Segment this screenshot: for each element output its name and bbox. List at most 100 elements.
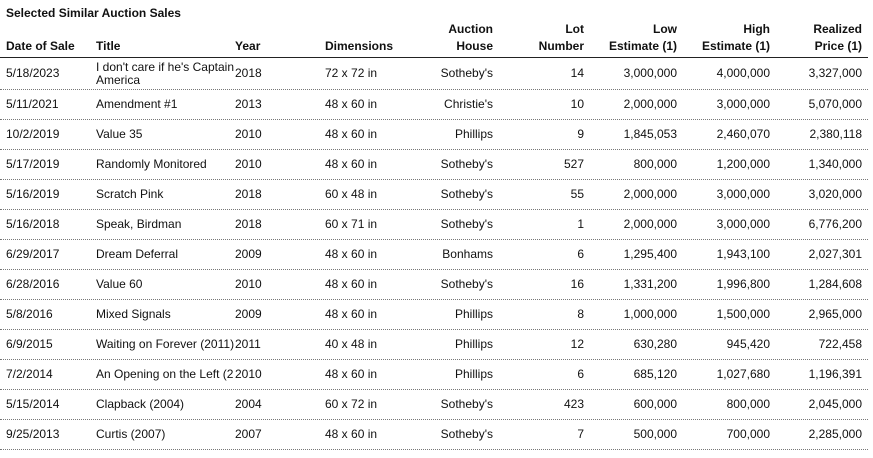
cell-high-estimate: 1,027,680 — [716, 368, 770, 381]
cell-auction-house: Sotheby's — [440, 278, 493, 291]
cell-low-estimate: 2,000,000 — [623, 188, 677, 201]
cell-auction-house: Sotheby's — [440, 428, 493, 441]
cell-title: Waiting on Forever (2011) — [96, 338, 235, 351]
table-row: 7/2/2014 An Opening on the Left (2 2010 48 … — [0, 360, 868, 390]
table-body: 5/18/2023 I don't care if he's Captain Am… — [0, 58, 868, 450]
cell-year: 2007 — [235, 428, 262, 441]
table-row: 5/8/2016 Mixed Signals 2009 48 x 60 in Phill… — [0, 300, 868, 330]
cell-realized-price: 2,965,000 — [808, 308, 862, 321]
cell-lot-number: 9 — [577, 128, 584, 141]
cell-dimensions: 48 x 60 in — [325, 158, 378, 171]
cell-title: An Opening on the Left (2 — [96, 368, 234, 381]
cell-realized-price: 2,285,000 — [808, 428, 862, 441]
cell-low-estimate: 1,331,200 — [623, 278, 677, 291]
cell-high-estimate: 3,000,000 — [716, 188, 770, 201]
table-row: 6/29/2017 Dream Deferral 2009 48 x 60 in Bon… — [0, 240, 868, 270]
cell-auction-house: Phillips — [454, 338, 493, 351]
cell-dimensions: 60 x 72 in — [325, 398, 378, 411]
cell-title: Value 35 — [96, 128, 143, 141]
cell-lot-number: 6 — [577, 368, 584, 381]
cell-title: Clapback (2004) — [96, 398, 185, 411]
cell-date: 5/8/2016 — [6, 308, 53, 321]
cell-year: 2010 — [235, 368, 262, 381]
table-row: 5/16/2018 Speak, Birdman 2018 60 x 71 in Sot… — [0, 210, 868, 240]
cell-realized-price: 6,776,200 — [808, 218, 862, 231]
cell-year: 2004 — [235, 398, 262, 411]
cell-lot-number: 55 — [570, 188, 584, 201]
cell-title: Dream Deferral — [96, 248, 179, 261]
cell-low-estimate: 2,000,000 — [623, 98, 677, 111]
cell-date: 5/18/2023 — [6, 67, 60, 80]
cell-date: 5/15/2014 — [6, 398, 60, 411]
cell-title: Curtis (2007) — [96, 428, 166, 441]
cell-auction-house: Phillips — [454, 368, 493, 381]
cell-title: Mixed Signals — [96, 308, 171, 321]
cell-year: 2009 — [235, 308, 262, 321]
cell-year: 2010 — [235, 128, 262, 141]
cell-dimensions: 48 x 60 in — [325, 98, 378, 111]
table-row: 6/9/2015 Waiting on Forever (2011) 2011 40 … — [0, 330, 868, 360]
cell-dimensions: 72 x 72 in — [325, 67, 378, 80]
cell-high-estimate: 3,000,000 — [716, 98, 770, 111]
auction-sales-table: Date of Sale Title Year Dimensions Aucti… — [0, 21, 868, 450]
cell-dimensions: 48 x 60 in — [325, 248, 378, 261]
cell-title: I don't care if he's Captain America — [96, 60, 234, 87]
cell-lot-number: 16 — [570, 278, 584, 291]
header-realized-price: Realized Price (1) — [770, 21, 862, 57]
cell-auction-house: Sotheby's — [440, 398, 493, 411]
header-low-estimate: Low Estimate (1) — [584, 21, 677, 57]
cell-dimensions: 40 x 48 in — [325, 338, 378, 351]
cell-title: Amendment #1 — [96, 98, 178, 111]
cell-dimensions: 48 x 60 in — [325, 368, 378, 381]
cell-realized-price: 5,070,000 — [808, 98, 862, 111]
cell-lot-number: 527 — [563, 158, 584, 171]
cell-realized-price: 2,027,301 — [808, 248, 862, 261]
header-line: House — [456, 39, 493, 53]
cell-high-estimate: 800,000 — [726, 398, 770, 411]
cell-date: 6/29/2017 — [6, 248, 60, 261]
cell-date: 10/2/2019 — [6, 128, 60, 141]
cell-lot-number: 10 — [570, 98, 584, 111]
header-line: Price (1) — [814, 39, 862, 53]
header-line: Number — [538, 39, 584, 53]
table-row: 5/17/2019 Randomly Monitored 2010 48 x 60 i… — [0, 150, 868, 180]
table-title: Selected Similar Auction Sales — [6, 6, 181, 20]
cell-year: 2010 — [235, 158, 262, 171]
cell-year: 2018 — [235, 67, 262, 80]
cell-low-estimate: 1,000,000 — [623, 308, 677, 321]
cell-low-estimate: 500,000 — [633, 428, 677, 441]
cell-date: 7/2/2014 — [6, 368, 53, 381]
cell-realized-price: 1,284,608 — [808, 278, 862, 291]
cell-low-estimate: 1,295,400 — [623, 248, 677, 261]
cell-dimensions: 48 x 60 in — [325, 308, 378, 321]
table-row: 10/2/2019 Value 35 2010 48 x 60 in Phillips 9… — [0, 120, 868, 150]
cell-dimensions: 60 x 71 in — [325, 218, 378, 231]
header-line: Auction — [448, 22, 493, 36]
cell-year: 2013 — [235, 98, 262, 111]
cell-dimensions: 60 x 48 in — [325, 188, 378, 201]
cell-date: 5/16/2018 — [6, 218, 60, 231]
cell-high-estimate: 4,000,000 — [716, 67, 770, 80]
cell-low-estimate: 630,280 — [633, 338, 677, 351]
cell-year: 2010 — [235, 278, 262, 291]
cell-realized-price: 3,327,000 — [808, 67, 862, 80]
cell-lot-number: 7 — [577, 428, 584, 441]
cell-year: 2018 — [235, 188, 262, 201]
cell-low-estimate: 600,000 — [633, 398, 677, 411]
cell-high-estimate: 945,420 — [726, 338, 770, 351]
cell-lot-number: 6 — [577, 248, 584, 261]
cell-date: 5/16/2019 — [6, 188, 60, 201]
table-row: 5/11/2021 Amendment #1 2013 48 x 60 in Chris… — [0, 90, 868, 120]
cell-low-estimate: 800,000 — [633, 158, 677, 171]
header-line: Realized — [813, 22, 862, 36]
cell-year: 2009 — [235, 248, 262, 261]
cell-date: 5/11/2021 — [6, 98, 59, 111]
cell-dimensions: 48 x 60 in — [325, 428, 378, 441]
cell-lot-number: 8 — [577, 308, 584, 321]
cell-auction-house: Phillips — [454, 128, 493, 141]
table-row: 5/16/2019 Scratch Pink 2018 60 x 48 in Sothe… — [0, 180, 868, 210]
cell-auction-house: Bonhams — [442, 248, 493, 261]
header-line: Estimate (1) — [701, 39, 770, 53]
table-header: Date of Sale Title Year Dimensions Aucti… — [0, 21, 868, 58]
cell-high-estimate: 1,996,800 — [716, 278, 770, 291]
